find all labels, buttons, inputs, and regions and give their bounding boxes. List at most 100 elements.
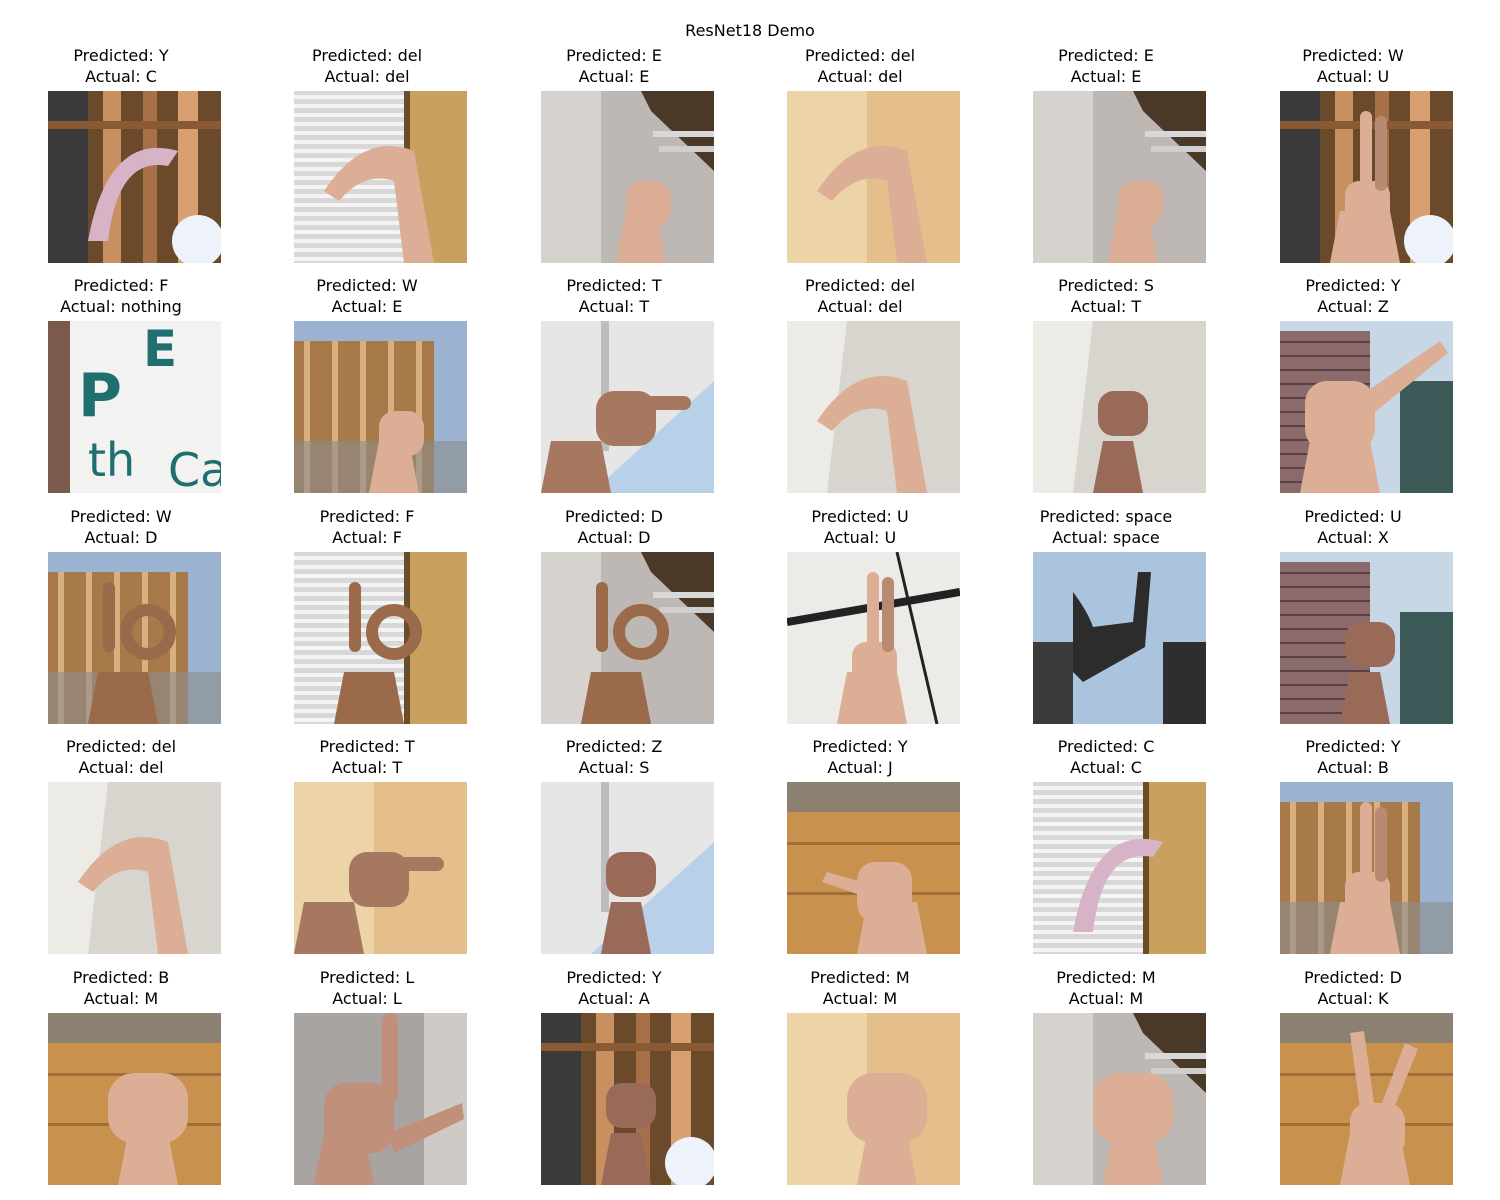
actual-prefix: Actual:	[1070, 296, 1132, 316]
actual-prefix: Actual:	[78, 757, 140, 777]
predicted-label: Predicted: W	[0, 507, 246, 528]
predicted-prefix: Predicted:	[566, 968, 652, 987]
actual-value: del	[878, 296, 903, 316]
predicted-prefix: Predicted:	[812, 737, 898, 756]
hand-sign-photo	[48, 1013, 221, 1185]
predicted-value: U	[1389, 507, 1402, 526]
actual-value: S	[639, 757, 650, 777]
predicted-label: Predicted: T	[242, 737, 492, 758]
predicted-label: Predicted: del	[0, 737, 246, 758]
predicted-label: Predicted: space	[981, 507, 1231, 528]
predicted-value: M	[1141, 968, 1156, 987]
predicted-value: del	[890, 46, 916, 65]
hand-sign-photo	[48, 552, 221, 724]
cell-caption: Predicted: space Actual: space	[981, 507, 1231, 548]
actual-value: C	[145, 66, 157, 86]
predicted-value: Y	[651, 968, 662, 987]
actual-label: Actual: M	[0, 989, 246, 1010]
predicted-prefix: Predicted:	[311, 46, 398, 65]
hand-sign-photo	[541, 91, 714, 263]
actual-value: U	[884, 527, 897, 547]
actual-prefix: Actual:	[85, 66, 146, 86]
prediction-cell: Predicted: space Actual: space	[981, 507, 1231, 737]
hand-sign-photo	[541, 552, 714, 724]
hand-sign-photo	[787, 782, 960, 954]
predicted-prefix: Predicted:	[72, 968, 159, 987]
prediction-cell: Predicted: E Actual: E	[981, 46, 1231, 276]
cell-caption: Predicted: Z Actual: S	[489, 737, 739, 778]
actual-label: Actual: M	[735, 989, 985, 1010]
prediction-cell: Predicted: T Actual: T	[242, 737, 492, 967]
actual-label: Actual: del	[735, 67, 985, 88]
prediction-cell: Predicted: M Actual: M	[981, 968, 1231, 1198]
hand-sign-photo	[1033, 321, 1206, 493]
predicted-label: Predicted: F	[242, 507, 492, 528]
actual-label: Actual: E	[981, 67, 1231, 88]
hand-sign-photo	[1280, 782, 1453, 954]
actual-prefix: Actual:	[578, 757, 640, 777]
actual-label: Actual: del	[242, 67, 492, 88]
actual-prefix: Actual:	[578, 66, 640, 86]
prediction-cell: Predicted: del Actual: del	[735, 46, 985, 276]
actual-label: Actual: T	[242, 758, 492, 779]
actual-prefix: Actual:	[1068, 988, 1130, 1008]
predicted-label: Predicted: Y	[1228, 276, 1478, 297]
cell-caption: Predicted: Y Actual: C	[0, 46, 246, 87]
actual-label: Actual: U	[1228, 67, 1478, 88]
predicted-prefix: Predicted:	[73, 276, 160, 295]
actual-label: Actual: E	[489, 67, 739, 88]
predicted-label: Predicted: Y	[1228, 737, 1478, 758]
actual-value: E	[639, 66, 650, 86]
cell-caption: Predicted: D Actual: D	[489, 507, 739, 548]
prediction-cell: Predicted: L Actual: L	[242, 968, 492, 1198]
hand-sign-photo	[1033, 91, 1206, 263]
actual-value: U	[1377, 66, 1390, 86]
actual-prefix: Actual:	[1316, 66, 1378, 86]
actual-prefix: Actual:	[827, 757, 888, 777]
predicted-prefix: Predicted:	[316, 276, 402, 295]
predicted-value: Y	[1390, 276, 1401, 295]
hand-sign-photo	[1280, 552, 1453, 724]
actual-prefix: Actual:	[84, 527, 146, 547]
predicted-value: U	[896, 507, 909, 526]
actual-value: X	[1377, 527, 1389, 547]
actual-prefix: Actual:	[1317, 757, 1378, 777]
actual-prefix: Actual:	[578, 988, 639, 1008]
predicted-value: W	[155, 507, 172, 526]
predicted-label: Predicted: E	[489, 46, 739, 67]
actual-prefix: Actual:	[331, 296, 393, 316]
predicted-prefix: Predicted:	[319, 968, 406, 987]
predicted-label: Predicted: del	[735, 276, 985, 297]
hand-sign-photo	[294, 552, 467, 724]
predicted-label: Predicted: B	[0, 968, 246, 989]
predicted-label: Predicted: Y	[489, 968, 739, 989]
cell-caption: Predicted: del Actual: del	[242, 46, 492, 87]
predicted-prefix: Predicted:	[565, 737, 652, 756]
actual-value: K	[1378, 988, 1389, 1008]
actual-value: L	[392, 988, 402, 1008]
actual-prefix: Actual:	[1317, 527, 1378, 547]
predicted-value: space	[1125, 507, 1173, 526]
prediction-cell: Predicted: Z Actual: S	[489, 737, 739, 967]
cell-caption: Predicted: F Actual: nothing	[0, 276, 246, 317]
prediction-cell: Predicted: D Actual: D	[489, 507, 739, 737]
predicted-label: Predicted: Y	[735, 737, 985, 758]
prediction-cell: Predicted: Y Actual: C	[0, 46, 246, 276]
cell-caption: Predicted: D Actual: K	[1228, 968, 1478, 1009]
cell-caption: Predicted: W Actual: U	[1228, 46, 1478, 87]
actual-label: Actual: del	[0, 758, 246, 779]
cell-caption: Predicted: C Actual: C	[981, 737, 1231, 778]
actual-prefix: Actual:	[1317, 296, 1378, 316]
prediction-cell: Predicted: U Actual: U	[735, 507, 985, 737]
prediction-cell: Predicted: del Actual: del	[242, 46, 492, 276]
actual-prefix: Actual:	[817, 296, 879, 316]
hand-sign-photo	[541, 782, 714, 954]
prediction-cell: Predicted: Y Actual: Z	[1228, 276, 1478, 506]
predicted-label: Predicted: del	[735, 46, 985, 67]
cell-caption: Predicted: del Actual: del	[735, 46, 985, 87]
predicted-prefix: Predicted:	[566, 276, 652, 295]
actual-prefix: Actual:	[822, 988, 884, 1008]
actual-label: Actual: S	[489, 758, 739, 779]
actual-label: Actual: D	[489, 528, 739, 549]
